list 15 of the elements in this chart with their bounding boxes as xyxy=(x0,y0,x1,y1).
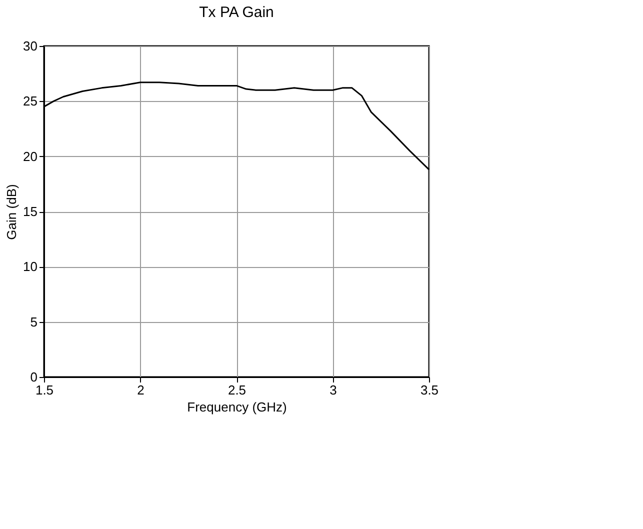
y-axis-title: Gain (dB) xyxy=(4,184,20,240)
x-tick-label: 2 xyxy=(137,382,144,398)
x-tick-label: 2.5 xyxy=(228,382,246,398)
x-tick-label: 1.5 xyxy=(35,382,54,398)
y-tick-label: 5 xyxy=(30,314,38,330)
x-tick-label: 3 xyxy=(330,382,337,398)
y-tick-label: 15 xyxy=(23,204,38,219)
chart-title: Tx PA Gain xyxy=(199,4,274,21)
y-tick-label: 10 xyxy=(23,259,38,274)
y-tick-label: 25 xyxy=(23,94,38,109)
y-tick-label: 20 xyxy=(23,148,38,164)
y-tick-label: 0 xyxy=(30,370,38,384)
y-tick-label: 30 xyxy=(23,38,38,54)
x-tick-label: 3.5 xyxy=(420,382,439,398)
x-axis-title: Frequency (GHz) xyxy=(187,400,287,414)
